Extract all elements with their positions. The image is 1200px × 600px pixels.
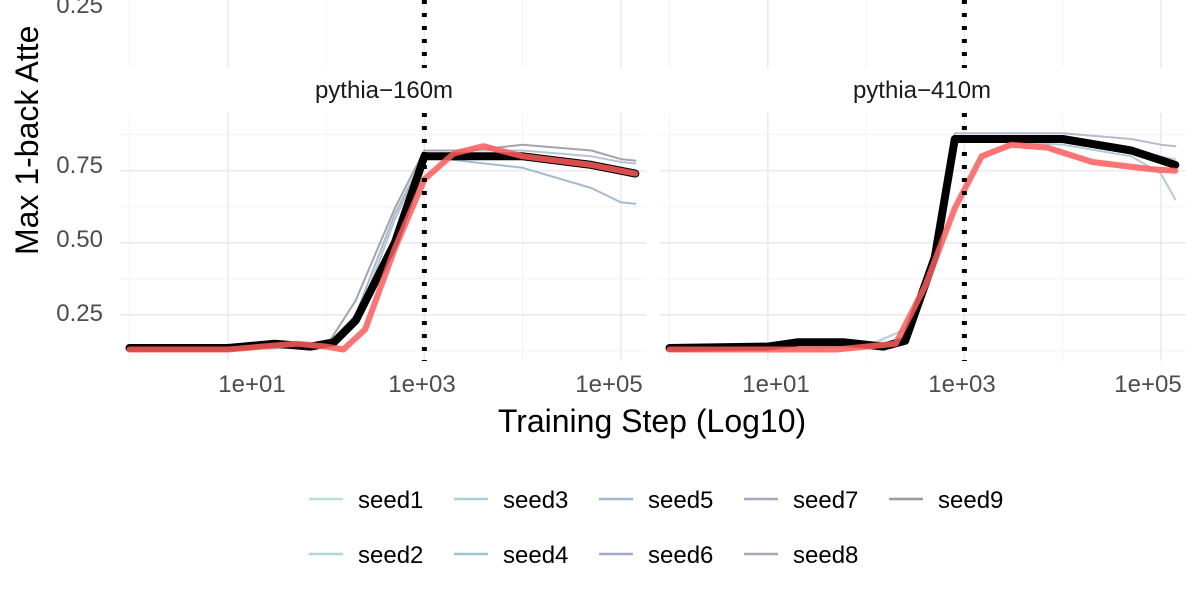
y-axis-title: Max 1-back Atte bbox=[9, 26, 45, 255]
panel-background bbox=[120, 0, 646, 68]
legend-label: seed1 bbox=[358, 487, 423, 514]
legend-item-seed5: seed5 bbox=[599, 487, 713, 514]
legend-item-seed8: seed8 bbox=[744, 542, 858, 569]
panel-top-right bbox=[660, 0, 1186, 68]
legend: seed1 seed3 seed5 seed7 seed9 seed2 seed… bbox=[309, 487, 1003, 569]
x-tick-label: 1e+03 bbox=[388, 371, 455, 398]
x-axis-title: Training Step (Log10) bbox=[498, 403, 806, 439]
facet-title-410m: pythia−410m bbox=[853, 77, 991, 104]
legend-item-seed7: seed7 bbox=[744, 487, 858, 514]
legend-label: seed4 bbox=[503, 542, 568, 569]
series-lines bbox=[665, 113, 1180, 361]
legend-item-seed1: seed1 bbox=[309, 487, 423, 514]
legend-item-seed4: seed4 bbox=[454, 542, 568, 569]
legend-label: seed6 bbox=[648, 542, 713, 569]
series-lines bbox=[125, 113, 640, 361]
gridlines bbox=[669, 0, 1162, 68]
x-tick-label: 1e+05 bbox=[575, 371, 642, 398]
fit-series-line bbox=[126, 143, 639, 353]
x-tick-label: 1e+01 bbox=[742, 371, 809, 398]
facet-title-160m: pythia−160m bbox=[315, 77, 453, 104]
y-tick-label: 0.50 bbox=[56, 226, 103, 253]
panel-top-left bbox=[120, 0, 646, 68]
gridlines bbox=[660, 113, 1186, 361]
legend-label: seed2 bbox=[358, 542, 423, 569]
legend-label: seed3 bbox=[503, 487, 568, 514]
x-tick-label: 1e+03 bbox=[928, 371, 995, 398]
legend-label: seed5 bbox=[648, 487, 713, 514]
panel-background bbox=[660, 113, 1186, 361]
panel-pythia-410m: pythia−410m bbox=[660, 77, 1186, 361]
panel-pythia-160m: pythia−160m bbox=[120, 77, 646, 361]
legend-label: seed7 bbox=[793, 487, 858, 514]
gridlines bbox=[129, 0, 622, 68]
legend-label: seed9 bbox=[938, 487, 1003, 514]
legend-item-seed9: seed9 bbox=[889, 487, 1003, 514]
fit-series-line bbox=[666, 141, 1179, 353]
legend-item-seed2: seed2 bbox=[309, 542, 423, 569]
y-tick-label: 0.25 bbox=[56, 0, 103, 19]
x-tick-label: 1e+05 bbox=[1114, 371, 1181, 398]
legend-label: seed8 bbox=[793, 542, 858, 569]
legend-item-seed6: seed6 bbox=[599, 542, 713, 569]
x-tick-label: 1e+01 bbox=[218, 371, 285, 398]
y-tick-label: 0.25 bbox=[56, 300, 103, 327]
legend-item-seed3: seed3 bbox=[454, 487, 568, 514]
y-tick-label: 0.75 bbox=[56, 152, 103, 179]
panel-background bbox=[660, 0, 1186, 68]
